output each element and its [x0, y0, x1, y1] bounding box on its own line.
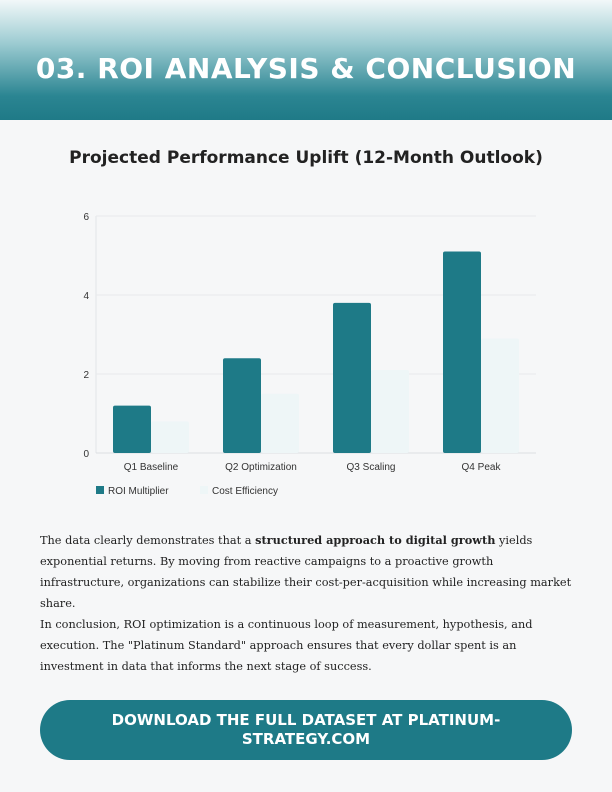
x-tick-label: Q3 Scaling	[347, 462, 396, 473]
paragraph-1-text-end: yields exponential returns. By moving fr…	[40, 534, 572, 610]
bar-roi-multiplier	[333, 302, 371, 453]
y-tick-label: 0	[83, 449, 89, 460]
x-tick-label: Q2 Optimization	[225, 462, 297, 473]
legend-swatch	[200, 486, 208, 494]
legend-label: ROI Multiplier	[108, 486, 169, 497]
page-title: 03. ROI ANALYSIS & CONCLUSION	[35, 52, 577, 85]
bar-roi-multiplier	[113, 405, 151, 453]
paragraph-1-bold: structured approach to digital growth	[255, 533, 496, 547]
y-tick-label: 6	[83, 212, 89, 223]
page-header: 03. ROI ANALYSIS & CONCLUSION	[0, 0, 612, 120]
y-tick-label: 2	[83, 370, 89, 381]
bar-roi-multiplier	[443, 251, 481, 453]
x-tick-label: Q1 Baseline	[124, 462, 179, 473]
bar-chart: 0 2 4 6 Q1 Baseline Q2 Optimization Q3 Scaling…	[83, 212, 536, 497]
bar-cost-efficiency	[371, 370, 409, 453]
paragraph-1-text: The data clearly demonstrates that a	[40, 534, 256, 547]
paragraph-2: In conclusion, ROI optimization is a con…	[40, 618, 533, 673]
bar-roi-multiplier	[223, 358, 261, 453]
bar-cost-efficiency	[481, 338, 519, 453]
legend-swatch	[96, 486, 104, 494]
download-dataset-button[interactable]: DOWNLOAD THE FULL DATASET AT PLATINUM-ST…	[40, 700, 572, 760]
body-text: The data clearly demonstrates that a str…	[40, 530, 575, 677]
chart-title: Projected Performance Uplift (12-Month O…	[69, 148, 543, 168]
legend-label: Cost Efficiency	[212, 486, 278, 497]
bar-cost-efficiency	[261, 393, 299, 453]
x-tick-label: Q4 Peak	[462, 462, 502, 473]
bar-cost-efficiency	[151, 421, 189, 453]
y-tick-label: 4	[83, 291, 89, 302]
